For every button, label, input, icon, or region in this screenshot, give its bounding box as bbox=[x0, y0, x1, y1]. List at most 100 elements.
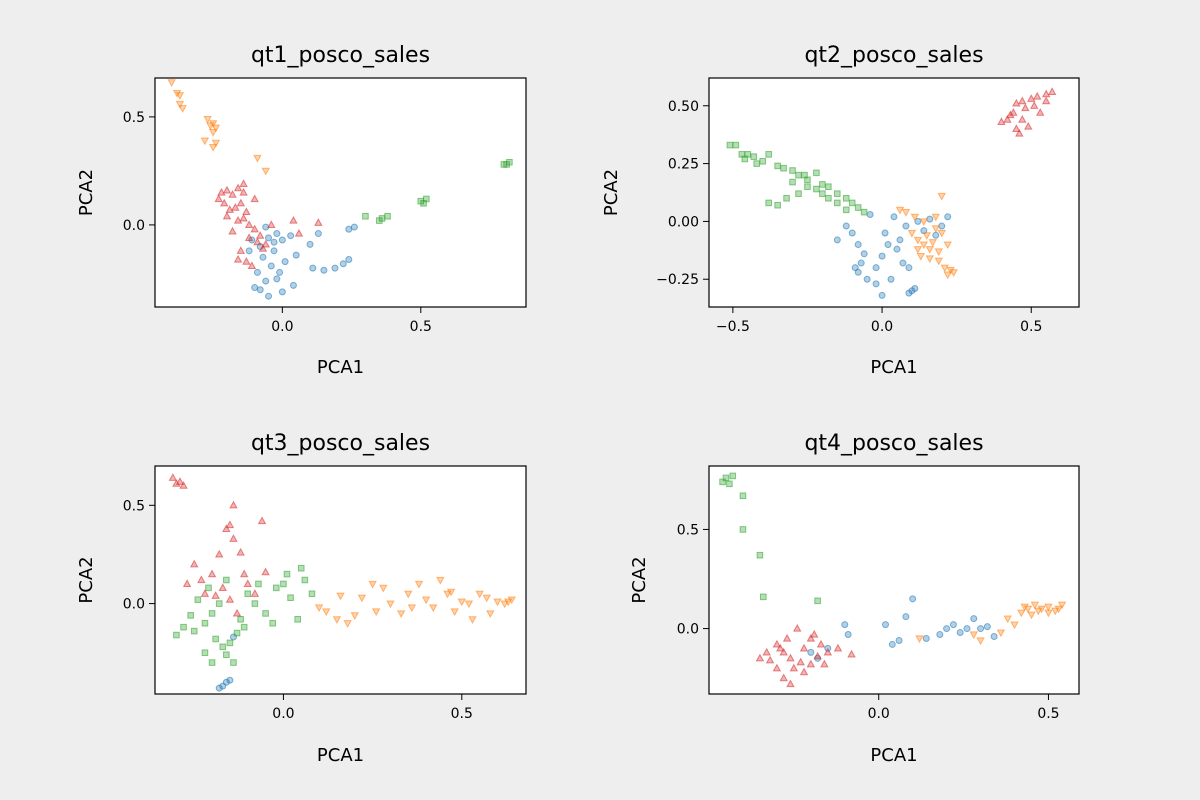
scatter-point bbox=[739, 492, 747, 500]
scatter-point bbox=[909, 595, 917, 603]
scatter-point bbox=[267, 262, 275, 270]
scatter-point bbox=[375, 217, 383, 224]
plot-area bbox=[154, 465, 527, 695]
scatter-point bbox=[779, 647, 788, 656]
scatter-point bbox=[215, 684, 223, 692]
scatter-point bbox=[201, 649, 209, 657]
scatter-point bbox=[895, 206, 905, 215]
x-axis-label: PCA1 bbox=[870, 745, 917, 766]
scatter-point bbox=[321, 608, 331, 617]
scatter-point bbox=[813, 651, 822, 660]
scatter-point bbox=[1030, 601, 1040, 610]
scatter-point bbox=[265, 234, 273, 242]
scatter-point bbox=[242, 207, 251, 216]
scatter-point bbox=[782, 633, 792, 642]
scatter-point bbox=[931, 213, 941, 222]
subplot-qt1: qt1_posco_sales PCA1 PCA2 0.0 0.5 0.0 0.5 bbox=[76, 43, 527, 378]
scatter-point bbox=[983, 623, 991, 631]
scatter-point bbox=[214, 549, 224, 558]
scatter-point bbox=[1021, 103, 1030, 112]
scatter-point bbox=[888, 640, 896, 648]
scatter-point bbox=[789, 663, 799, 672]
scatter-point bbox=[270, 238, 278, 246]
scatter-point bbox=[887, 275, 895, 283]
scatter-point bbox=[384, 212, 391, 220]
scatter-point bbox=[729, 472, 737, 480]
scatter-point bbox=[848, 229, 856, 237]
scatter-point bbox=[956, 629, 964, 637]
scatter-point bbox=[772, 663, 782, 672]
y-tick-label: 0.25 bbox=[668, 157, 699, 173]
scatter-point bbox=[905, 289, 913, 297]
scatter-point bbox=[222, 678, 230, 686]
scatter-point bbox=[841, 621, 849, 629]
scatter-point bbox=[996, 629, 1006, 638]
scatter-point bbox=[269, 619, 277, 627]
scatter-point bbox=[225, 595, 235, 603]
scatter-point bbox=[201, 619, 209, 627]
plot-area bbox=[154, 77, 527, 308]
scatter-point bbox=[949, 269, 958, 277]
scatter-point bbox=[799, 667, 809, 676]
scatter-point bbox=[1027, 611, 1036, 620]
scatter-point bbox=[233, 629, 241, 637]
x-tick-label: 0.5 bbox=[410, 319, 432, 335]
axis-ticks: −0.5 0.0 0.5 −0.25 0.00 0.25 0.50 bbox=[656, 99, 1042, 335]
scatter-point bbox=[314, 218, 323, 226]
x-axis-label: PCA1 bbox=[870, 357, 917, 378]
scatter-point bbox=[207, 569, 217, 578]
scatter-point bbox=[231, 202, 240, 211]
scatter-point bbox=[806, 633, 816, 642]
scatter-point bbox=[760, 593, 767, 601]
scatter-point bbox=[225, 205, 234, 213]
scatter-point bbox=[819, 181, 826, 188]
scatter-point bbox=[896, 236, 904, 244]
scatter-point bbox=[261, 167, 270, 176]
scatter-point bbox=[292, 251, 300, 259]
scatter-point bbox=[1003, 114, 1012, 123]
scatter-point bbox=[922, 634, 930, 642]
scatter-point bbox=[854, 204, 862, 211]
scatter-point bbox=[937, 229, 946, 238]
scatter-point bbox=[273, 230, 281, 238]
scatter-point bbox=[882, 621, 890, 629]
scatter-point bbox=[919, 241, 929, 250]
scatter-point bbox=[916, 253, 926, 261]
y-tick-label: 0.5 bbox=[677, 522, 699, 538]
scatter-point bbox=[949, 621, 957, 629]
scatter-point bbox=[208, 128, 218, 137]
scatter-point bbox=[970, 615, 978, 623]
scatter-point bbox=[907, 229, 917, 238]
scatter-point bbox=[990, 633, 998, 641]
scatter-point bbox=[294, 616, 301, 623]
scatter-point bbox=[1054, 605, 1063, 614]
scatter-point bbox=[732, 141, 740, 149]
scatter-point bbox=[189, 559, 199, 568]
scatter-point bbox=[938, 222, 946, 230]
scatter-point bbox=[239, 179, 248, 187]
scatter-point bbox=[229, 500, 238, 509]
scatter-point bbox=[910, 213, 920, 222]
scatter-point bbox=[255, 580, 262, 588]
scatter-point bbox=[1035, 108, 1045, 116]
scatter-point bbox=[206, 122, 215, 131]
scatter-point bbox=[823, 647, 833, 656]
scatter-point bbox=[187, 612, 194, 619]
scatter-point bbox=[306, 240, 314, 248]
scatter-point bbox=[890, 213, 898, 221]
scatter-point bbox=[1006, 110, 1015, 119]
y-tick-label: 0.00 bbox=[668, 214, 699, 230]
scatter-point bbox=[309, 264, 317, 272]
scatter-point bbox=[265, 292, 273, 300]
subplot-title: qt4_posco_sales bbox=[804, 431, 983, 456]
scatter-point bbox=[219, 198, 229, 207]
scatter-point bbox=[786, 679, 795, 688]
x-tick-label: 0.0 bbox=[868, 706, 890, 722]
plot-area bbox=[708, 465, 1080, 695]
scatter-point bbox=[208, 659, 216, 666]
scatter-point bbox=[421, 596, 431, 605]
scatter-point bbox=[976, 637, 985, 646]
x-tick-label: 0.5 bbox=[1037, 706, 1059, 722]
y-tick-label: 0.50 bbox=[668, 99, 699, 115]
scatter-point bbox=[943, 625, 951, 633]
